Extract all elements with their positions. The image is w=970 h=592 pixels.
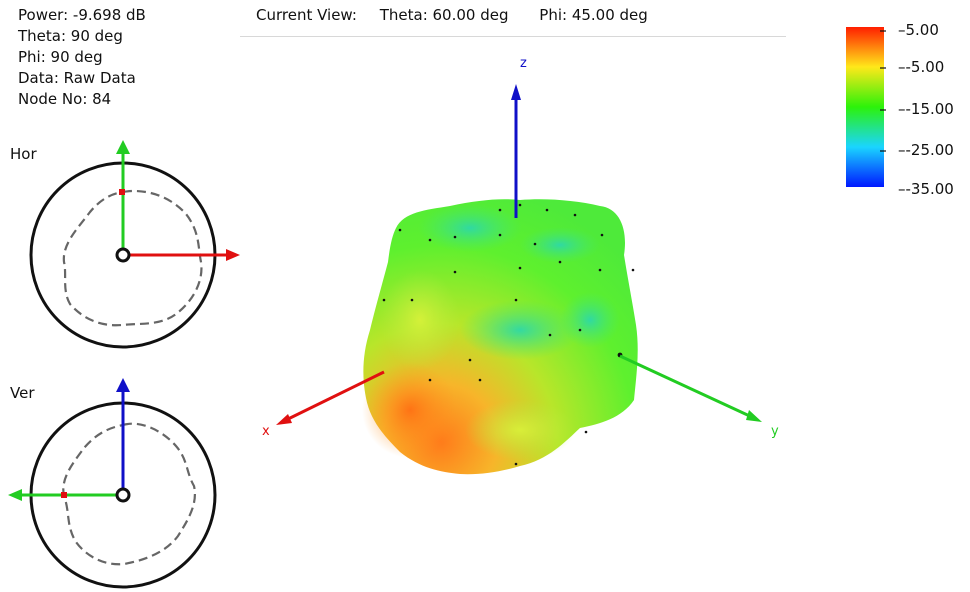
surface-shading [465, 400, 575, 460]
ver-y-arrow-icon [8, 489, 22, 501]
surface-shading [560, 292, 620, 348]
scale-tick-label: –5.00 [898, 21, 939, 39]
mesh-nodes [382, 203, 635, 466]
hor-origin-marker [115, 247, 131, 263]
y-axis-line [619, 354, 755, 420]
x-axis-line [283, 370, 385, 423]
z-axis-label: z [520, 56, 527, 71]
current-view-theta: Theta: 60.00 deg [379, 6, 509, 24]
hor-x-arrow-icon [226, 249, 240, 261]
y-axis-arrow-icon [746, 410, 762, 422]
current-view-label: Current View: [256, 6, 357, 24]
ver-node-marker[interactable] [61, 492, 67, 498]
z-axis-arrow-icon [511, 84, 521, 100]
color-scale [846, 27, 886, 187]
surface-shading [520, 227, 600, 263]
hor-pattern-trace [62, 189, 203, 327]
ver-origin-marker [115, 487, 131, 503]
node-readout: Node No: 84 [18, 90, 112, 108]
scale-tick-label: –-25.00 [898, 141, 954, 159]
color-scale-bar [846, 27, 884, 187]
hor-y-arrow-icon [116, 140, 130, 154]
scale-tick-label: –-5.00 [898, 58, 945, 76]
ver-label: Ver [10, 384, 35, 402]
current-view-phi: Phi: 45.00 deg [539, 6, 648, 24]
power-readout: Power: -9.698 dB [18, 6, 146, 24]
ver-z-arrow-icon [116, 378, 130, 392]
surface-shading [362, 362, 458, 458]
color-scale-ticks [880, 30, 886, 152]
3d-pattern-view[interactable]: z x y [240, 40, 800, 510]
scale-tick-label: –-15.00 [898, 100, 954, 118]
horizontal-polar-plot[interactable] [0, 132, 245, 362]
y-axis-label: y [771, 424, 779, 439]
vertical-polar-plot[interactable] [0, 372, 245, 592]
hor-node-marker[interactable] [119, 189, 125, 195]
hor-label: Hor [10, 145, 37, 163]
surface-shading [380, 270, 460, 370]
theta-readout: Theta: 90 deg [18, 27, 123, 45]
surface-shading [460, 300, 580, 360]
x-axis-arrow-icon [276, 414, 292, 425]
surface-shading [418, 204, 522, 252]
ver-pattern-trace [62, 422, 196, 566]
x-axis-label: x [262, 424, 270, 439]
view-divider [240, 36, 786, 37]
phi-readout: Phi: 90 deg [18, 48, 103, 66]
current-view-bar: Current View: Theta: 60.00 deg Phi: 45.0… [256, 5, 648, 26]
scale-tick-label: –-35.00 [898, 180, 954, 198]
readout-panel: Power: -9.698 dB Theta: 90 deg Phi: 90 d… [18, 5, 146, 110]
data-source-readout: Data: Raw Data [18, 69, 136, 87]
